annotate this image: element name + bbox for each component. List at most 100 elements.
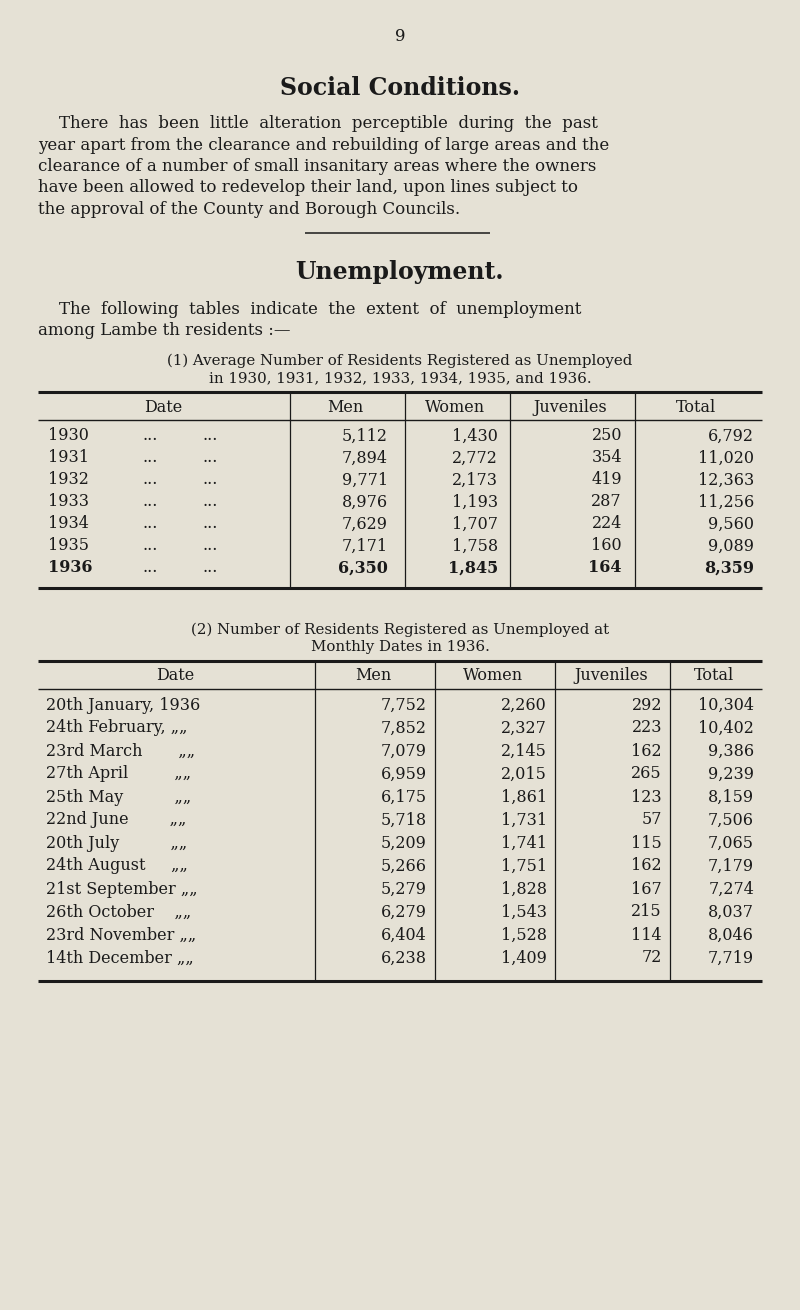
Text: 1,758: 1,758 [452, 537, 498, 554]
Text: 8,159: 8,159 [708, 789, 754, 806]
Text: Juveniles: Juveniles [574, 668, 648, 685]
Text: 12,363: 12,363 [698, 472, 754, 489]
Text: 1,741: 1,741 [501, 834, 547, 852]
Text: 1,409: 1,409 [501, 950, 547, 967]
Text: 167: 167 [631, 880, 662, 897]
Text: 1933: 1933 [48, 494, 89, 511]
Text: 7,171: 7,171 [342, 537, 388, 554]
Text: 9,089: 9,089 [708, 537, 754, 554]
Text: ...: ... [142, 494, 158, 511]
Text: Men: Men [355, 668, 391, 685]
Text: 2,173: 2,173 [452, 472, 498, 489]
Text: 14th December „„: 14th December „„ [46, 950, 194, 967]
Text: 250: 250 [591, 427, 622, 444]
Text: 27th April         „„: 27th April „„ [46, 765, 191, 782]
Text: 164: 164 [589, 559, 622, 576]
Text: 24th February, „„: 24th February, „„ [46, 719, 187, 736]
Text: The  following  tables  indicate  the  extent  of  unemployment: The following tables indicate the extent… [38, 300, 582, 317]
Text: 1,828: 1,828 [501, 880, 547, 897]
Text: ...: ... [202, 427, 218, 444]
Text: 6,350: 6,350 [338, 559, 388, 576]
Text: 9,560: 9,560 [708, 516, 754, 532]
Text: 2,260: 2,260 [502, 697, 547, 714]
Text: 160: 160 [591, 537, 622, 554]
Text: 224: 224 [592, 516, 622, 532]
Text: year apart from the clearance and rebuilding of large areas and the: year apart from the clearance and rebuil… [38, 136, 610, 153]
Text: 7,894: 7,894 [342, 449, 388, 466]
Text: 7,752: 7,752 [381, 697, 427, 714]
Text: Unemployment.: Unemployment. [296, 261, 504, 284]
Text: 2,772: 2,772 [452, 449, 498, 466]
Text: ...: ... [142, 472, 158, 489]
Text: 8,976: 8,976 [342, 494, 388, 511]
Text: 26th October    „„: 26th October „„ [46, 904, 191, 921]
Text: 9,239: 9,239 [708, 765, 754, 782]
Text: 2,327: 2,327 [501, 719, 547, 736]
Text: ...: ... [142, 516, 158, 532]
Text: Total: Total [694, 668, 734, 685]
Text: 6,959: 6,959 [381, 765, 427, 782]
Text: 419: 419 [591, 472, 622, 489]
Text: 7,065: 7,065 [708, 834, 754, 852]
Text: Social Conditions.: Social Conditions. [280, 76, 520, 100]
Text: 72: 72 [642, 950, 662, 967]
Text: 6,404: 6,404 [382, 926, 427, 943]
Text: 5,266: 5,266 [381, 858, 427, 875]
Text: 6,279: 6,279 [381, 904, 427, 921]
Text: ...: ... [142, 559, 158, 576]
Text: 1934: 1934 [48, 516, 89, 532]
Text: 6,175: 6,175 [381, 789, 427, 806]
Text: 1,731: 1,731 [501, 811, 547, 828]
Text: 6,792: 6,792 [708, 427, 754, 444]
Text: ...: ... [142, 449, 158, 466]
Text: 115: 115 [631, 834, 662, 852]
Text: 7,079: 7,079 [381, 743, 427, 760]
Text: ...: ... [202, 537, 218, 554]
Text: 354: 354 [591, 449, 622, 466]
Text: Total: Total [676, 398, 716, 415]
Text: 9,386: 9,386 [708, 743, 754, 760]
Text: 8,037: 8,037 [708, 904, 754, 921]
Text: Monthly Dates in 1936.: Monthly Dates in 1936. [310, 641, 490, 655]
Text: ...: ... [202, 472, 218, 489]
Text: 11,020: 11,020 [698, 449, 754, 466]
Text: Men: Men [327, 398, 363, 415]
Text: (2) Number of Residents Registered as Unemployed at: (2) Number of Residents Registered as Un… [191, 622, 609, 637]
Text: ...: ... [202, 559, 218, 576]
Text: 114: 114 [631, 926, 662, 943]
Text: 1935: 1935 [48, 537, 89, 554]
Text: 5,112: 5,112 [342, 427, 388, 444]
Text: 1,861: 1,861 [501, 789, 547, 806]
Text: clearance of a number of small insanitary areas where the owners: clearance of a number of small insanitar… [38, 159, 596, 176]
Text: 123: 123 [631, 789, 662, 806]
Text: 162: 162 [631, 858, 662, 875]
Text: 1,707: 1,707 [452, 516, 498, 532]
Text: 1930: 1930 [48, 427, 89, 444]
Text: 9: 9 [394, 28, 406, 45]
Text: 287: 287 [591, 494, 622, 511]
Text: 57: 57 [642, 811, 662, 828]
Text: 1,430: 1,430 [452, 427, 498, 444]
Text: Date: Date [156, 668, 194, 685]
Text: Women: Women [425, 398, 485, 415]
Text: 292: 292 [631, 697, 662, 714]
Text: (1) Average Number of Residents Registered as Unemployed: (1) Average Number of Residents Register… [167, 354, 633, 368]
Text: ...: ... [202, 516, 218, 532]
Text: 265: 265 [631, 765, 662, 782]
Text: ...: ... [142, 427, 158, 444]
Text: the approval of the County and Borough Councils.: the approval of the County and Borough C… [38, 200, 460, 217]
Text: 7,852: 7,852 [381, 719, 427, 736]
Text: There  has  been  little  alteration  perceptible  during  the  past: There has been little alteration percept… [38, 115, 598, 132]
Text: 1931: 1931 [48, 449, 89, 466]
Text: 2,015: 2,015 [501, 765, 547, 782]
Text: 162: 162 [631, 743, 662, 760]
Text: 7,274: 7,274 [708, 880, 754, 897]
Text: 215: 215 [631, 904, 662, 921]
Text: 5,209: 5,209 [381, 834, 427, 852]
Text: 22nd June        „„: 22nd June „„ [46, 811, 186, 828]
Text: ...: ... [142, 537, 158, 554]
Text: 223: 223 [631, 719, 662, 736]
Text: 1,528: 1,528 [501, 926, 547, 943]
Text: 8,359: 8,359 [704, 559, 754, 576]
Text: ...: ... [202, 494, 218, 511]
